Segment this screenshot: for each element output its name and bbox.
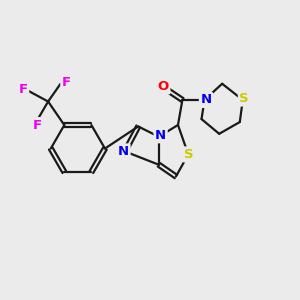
Text: S: S <box>239 92 249 105</box>
Text: F: F <box>33 118 42 132</box>
Text: S: S <box>184 148 194 161</box>
Text: N: N <box>200 93 211 106</box>
Text: O: O <box>158 80 169 93</box>
Text: F: F <box>62 76 71 89</box>
Text: N: N <box>155 129 166 142</box>
Text: N: N <box>118 145 129 158</box>
Text: F: F <box>19 83 28 96</box>
